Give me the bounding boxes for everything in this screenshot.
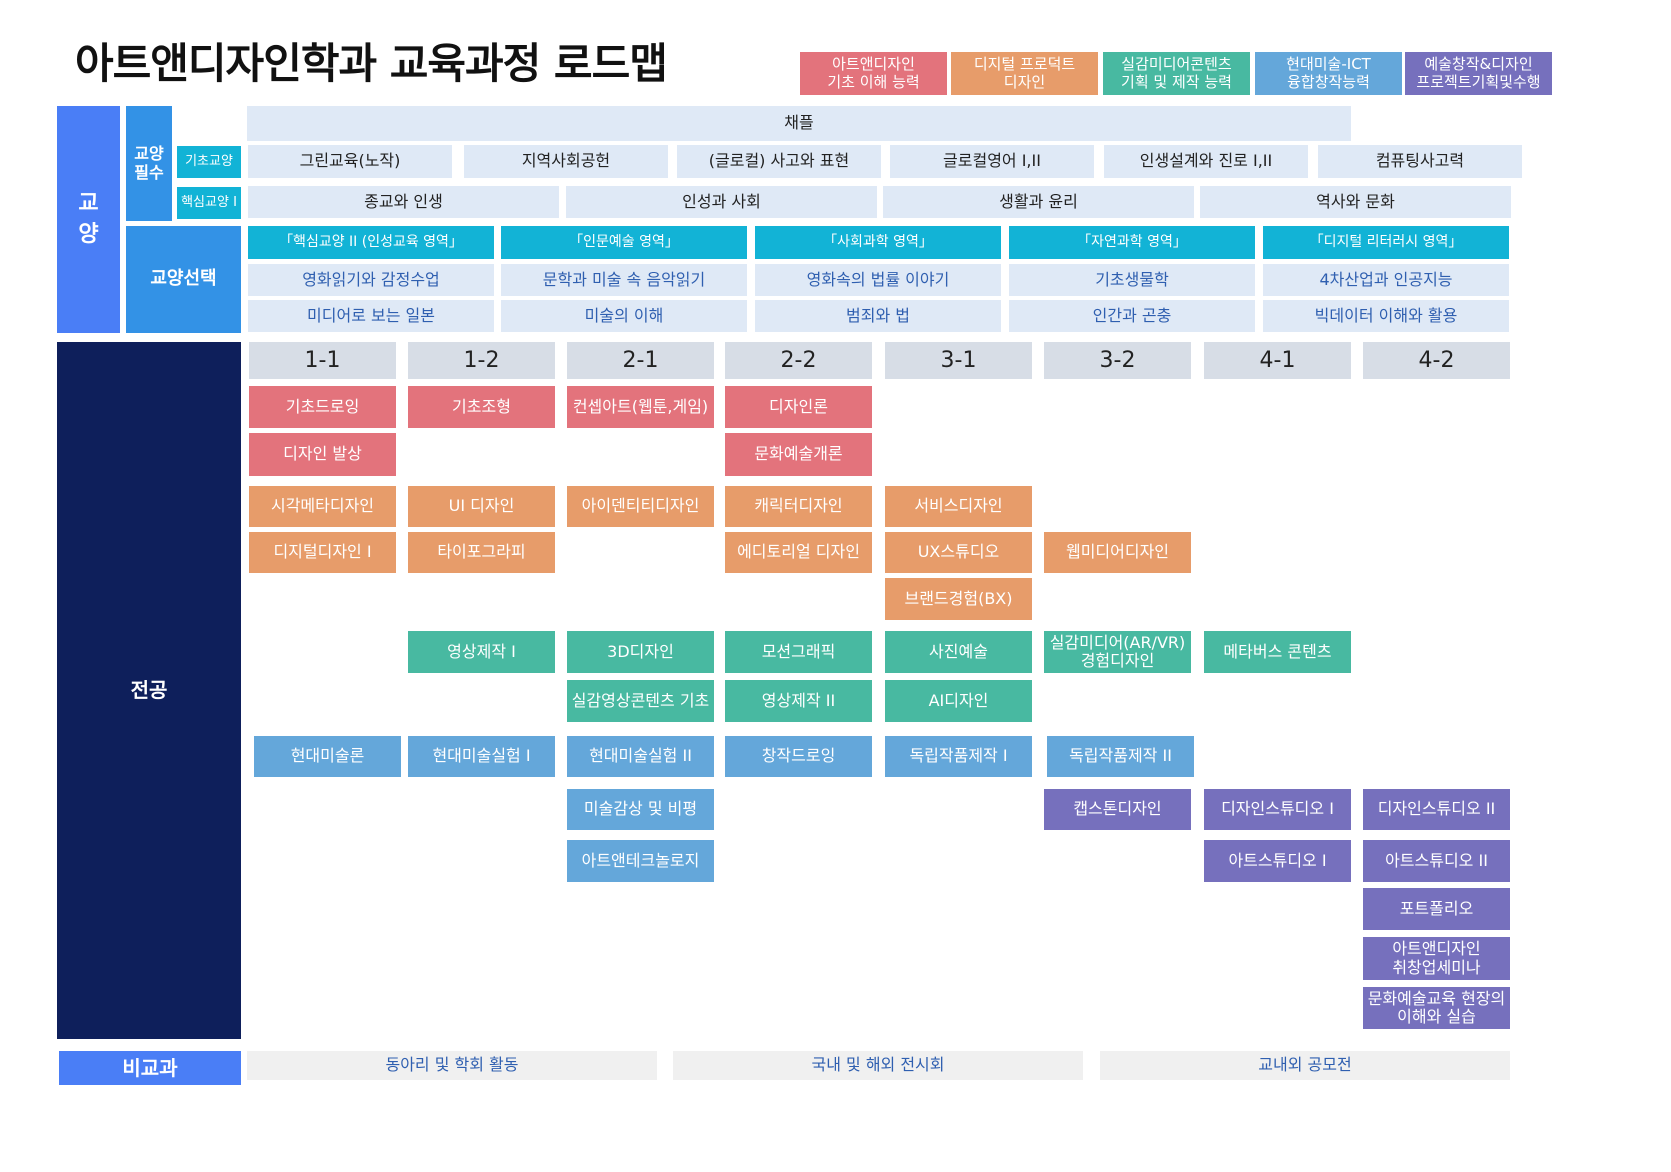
elective-label: 교양선택	[126, 226, 241, 333]
legend-item: 아트앤디자인 기초 이해 능력	[800, 52, 947, 95]
basic-course-cell: 그린교육(노작)	[248, 145, 452, 178]
basic-education-label: 기초교양	[177, 146, 241, 178]
elective-area-header: 「자연과학 영역」	[1009, 226, 1255, 259]
major-course-cell: 아트앤테크놀로지	[567, 840, 714, 882]
major-course-cell: 캐릭터디자인	[725, 486, 872, 527]
elective-course-cell: 인간과 곤충	[1009, 300, 1255, 332]
major-course-cell: 디자인 발상	[249, 433, 396, 476]
legend-item: 예술창작&디자인 프로젝트기획및수행	[1405, 52, 1552, 95]
extracurricular-cell: 국내 및 해외 전시회	[673, 1051, 1083, 1080]
major-course-cell: 아트스튜디오 II	[1363, 840, 1510, 882]
elective-course-cell: 범죄와 법	[755, 300, 1001, 332]
basic-course-cell: 지역사회공헌	[464, 145, 668, 178]
semester-header: 2-2	[725, 342, 872, 379]
semester-header: 3-2	[1044, 342, 1191, 379]
major-course-cell: 컨셉아트(웹툰,게임)	[567, 386, 714, 428]
major-course-cell: 디자인스튜디오 I	[1204, 789, 1351, 830]
elective-area-header: 「사회과학 영역」	[755, 226, 1001, 259]
major-course-cell: 영상제작 II	[725, 680, 872, 722]
elective-course-cell: 빅데이터 이해와 활용	[1263, 300, 1509, 332]
basic-course-cell: (글로컬) 사고와 표현	[677, 145, 881, 178]
chapel-cell: 채플	[247, 106, 1351, 141]
basic-course-cell: 인생설계와 진로 I,II	[1104, 145, 1308, 178]
major-course-cell: 브랜드경험(BX)	[885, 578, 1032, 620]
elective-course-cell: 문학과 미술 속 음악읽기	[501, 264, 747, 296]
major-course-cell: AI디자인	[885, 680, 1032, 722]
major-course-cell: 모션그래픽	[725, 631, 872, 673]
page-title: 아트앤디자인학과 교육과정 로드맵	[75, 39, 668, 88]
major-course-cell: 아트스튜디오 I	[1204, 840, 1351, 882]
major-course-cell: 실감미디어(AR/VR) 경험디자인	[1044, 631, 1191, 673]
major-course-cell: 캡스톤디자인	[1044, 789, 1191, 830]
basic-course-cell: 글로컬영어 I,II	[890, 145, 1094, 178]
elective-area-header: 「인문예술 영역」	[501, 226, 747, 259]
major-course-cell: 아이덴티티디자인	[567, 486, 714, 527]
elective-course-cell: 4차산업과 인공지능	[1263, 264, 1509, 296]
major-course-cell: 영상제작 I	[408, 631, 555, 673]
elective-course-cell: 미디어로 보는 일본	[248, 300, 494, 332]
major-course-cell: 디자인스튜디오 II	[1363, 789, 1510, 830]
major-course-cell: 문화예술개론	[725, 433, 872, 476]
major-course-cell: 현대미술실험 II	[567, 736, 714, 777]
major-course-cell: 독립작품제작 II	[1047, 736, 1194, 777]
semester-header: 4-1	[1204, 342, 1351, 379]
elective-course-cell: 영화읽기와 감정수업	[248, 264, 494, 296]
semester-header: 2-1	[567, 342, 714, 379]
legend-item: 현대미술-ICT 융합창작능력	[1255, 52, 1402, 95]
required-label: 교양 필수	[126, 106, 172, 221]
major-course-cell: 창작드로잉	[725, 736, 872, 777]
elective-area-header: 「디지털 리터러시 영역」	[1263, 226, 1509, 259]
major-course-cell: 미술감상 및 비평	[567, 789, 714, 830]
major-course-cell: 문화예술교육 현장의 이해와 실습	[1363, 987, 1510, 1029]
extracurricular-cell: 동아리 및 학회 활동	[247, 1051, 657, 1080]
core-education-label: 핵심교양 I	[177, 187, 241, 219]
major-course-cell: 디자인론	[725, 386, 872, 428]
major-course-cell: 기초드로잉	[249, 386, 396, 428]
major-course-cell: 서비스디자인	[885, 486, 1032, 527]
semester-header: 3-1	[885, 342, 1032, 379]
semester-header: 1-2	[408, 342, 555, 379]
general-education-label: 교 양	[57, 106, 120, 333]
elective-area-header: 「핵심교양 II (인성교육 영역」	[248, 226, 494, 259]
major-course-cell: UI 디자인	[408, 486, 555, 527]
major-course-cell: 3D디자인	[567, 631, 714, 673]
semester-header: 1-1	[249, 342, 396, 379]
core-course-cell: 생활과 윤리	[883, 186, 1194, 218]
semester-header: 4-2	[1363, 342, 1510, 379]
legend-item: 디지털 프로덕트 디자인	[951, 52, 1098, 95]
major-course-cell: 디지털디자인 I	[249, 532, 396, 573]
core-course-cell: 인성과 사회	[566, 186, 877, 218]
major-course-cell: UX스튜디오	[885, 532, 1032, 573]
major-course-cell: 현대미술실험 I	[408, 736, 555, 777]
elective-course-cell: 영화속의 법률 이야기	[755, 264, 1001, 296]
elective-course-cell: 기초생물학	[1009, 264, 1255, 296]
basic-course-cell: 컴퓨팅사고력	[1318, 145, 1522, 178]
major-course-cell: 에디토리얼 디자인	[725, 532, 872, 573]
legend-item: 실감미디어콘텐츠 기획 및 제작 능력	[1103, 52, 1250, 95]
major-course-cell: 실감영상콘텐츠 기초	[567, 680, 714, 722]
major-course-cell: 기초조형	[408, 386, 555, 428]
major-course-cell: 포트폴리오	[1363, 888, 1510, 930]
elective-course-cell: 미술의 이해	[501, 300, 747, 332]
major-course-cell: 타이포그라피	[408, 532, 555, 573]
major-label: 전공	[57, 342, 241, 1039]
extracurricular-label: 비교과	[59, 1051, 241, 1085]
major-course-cell: 메타버스 콘텐츠	[1204, 631, 1351, 673]
major-course-cell: 아트앤디자인 취창업세미나	[1363, 937, 1510, 980]
major-course-cell: 웹미디어디자인	[1044, 532, 1191, 573]
extracurricular-cell: 교내외 공모전	[1100, 1051, 1510, 1080]
major-course-cell: 사진예술	[885, 631, 1032, 673]
major-course-cell: 독립작품제작 I	[885, 736, 1032, 777]
core-course-cell: 종교와 인생	[248, 186, 559, 218]
major-course-cell: 시각메타디자인	[249, 486, 396, 527]
major-course-cell: 현대미술론	[254, 736, 401, 777]
core-course-cell: 역사와 문화	[1200, 186, 1511, 218]
